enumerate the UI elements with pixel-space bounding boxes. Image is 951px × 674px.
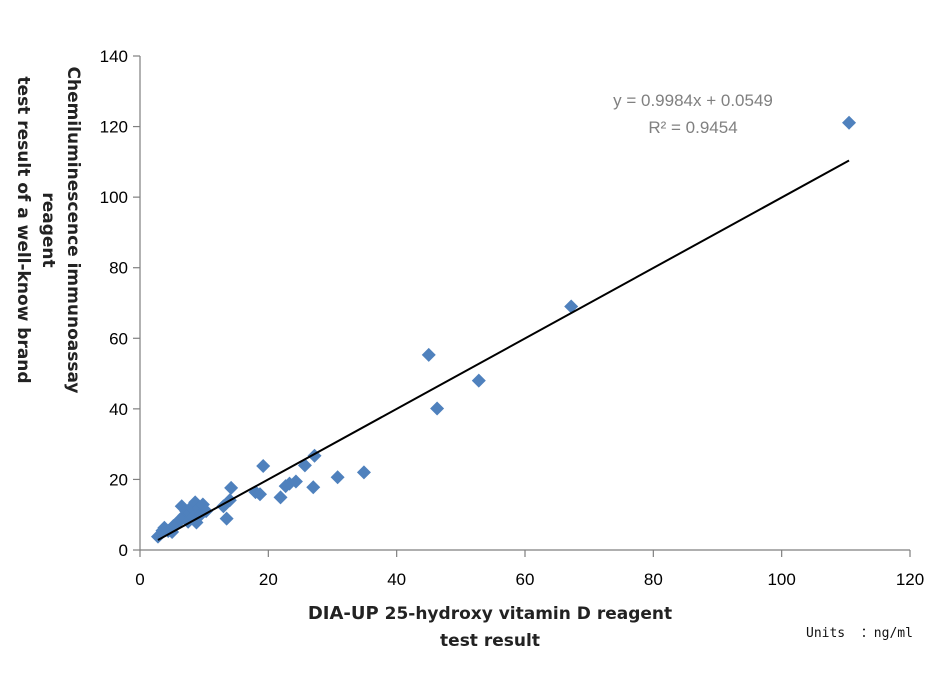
x-tick-label: 120 (896, 570, 924, 589)
y-tick-label: 80 (109, 259, 128, 278)
data-point (297, 458, 312, 473)
data-point (306, 480, 321, 495)
trendline-r-squared: R² = 0.9454 (648, 118, 737, 137)
y-axis-label-line2: test result of a well-know brand (13, 76, 33, 384)
units-note: Units ：ng/ml (806, 626, 913, 641)
data-point (199, 504, 214, 519)
trendline (157, 159, 850, 541)
x-tick-label: 40 (387, 570, 406, 589)
x-axis-label-brand: DIA-UP (307, 603, 379, 624)
y-tick-label: 140 (100, 47, 128, 66)
data-point (330, 470, 345, 485)
y-tick-label: 120 (100, 118, 128, 137)
x-tick-label: 20 (259, 570, 278, 589)
x-tick-label: 0 (135, 570, 144, 589)
data-point (356, 465, 371, 480)
data-point (256, 459, 271, 474)
data-point (842, 115, 857, 130)
data-point (288, 474, 303, 489)
x-axis-label: DIA-UP 25-hydroxy vitamin D reagent test… (240, 600, 740, 655)
y-tick-label: 0 (119, 541, 128, 560)
x-axis-label-line2: test result (440, 631, 540, 651)
y-tick-label: 20 (109, 470, 128, 489)
x-tick-label: 100 (767, 570, 795, 589)
y-axis-label-line1: Chemiluminescence immunoassay reagent (38, 66, 83, 394)
trendline-group (157, 159, 850, 541)
axes (133, 55, 911, 557)
y-tick-label: 100 (100, 188, 128, 207)
x-tick-label: 80 (644, 570, 663, 589)
x-axis-label-text: 25-hydroxy vitamin D reagent (378, 604, 673, 624)
data-point (430, 401, 445, 416)
y-tick-label: 40 (109, 400, 128, 419)
data-point (252, 487, 267, 502)
data-point (224, 480, 239, 495)
data-point (421, 347, 436, 362)
data-point (273, 490, 288, 505)
data-points (150, 115, 857, 544)
y-tick-label: 60 (109, 329, 128, 348)
data-point (219, 511, 234, 526)
y-axis-label: Chemiluminescence immunoassay reagent te… (13, 60, 85, 400)
x-tick-label: 60 (516, 570, 535, 589)
data-point (471, 373, 486, 388)
trendline-equation: y = 0.9984x + 0.0549 (613, 91, 773, 110)
tick-labels: 0 20 40 60 80 100 120 140 0 20 40 60 80 100 120 (100, 47, 925, 589)
